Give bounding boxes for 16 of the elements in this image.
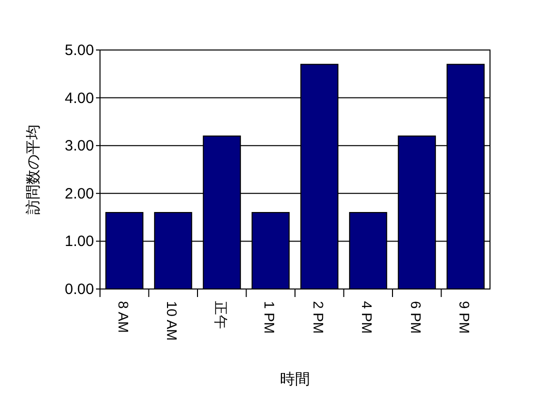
x-axis-title: 時間	[280, 371, 310, 388]
x-tick-label: 10 AM	[164, 301, 180, 341]
x-tick-label: 2 PM	[310, 301, 326, 334]
x-tick-label: 4 PM	[359, 301, 376, 334]
y-tick-label: 0.00	[64, 281, 94, 298]
x-tick-label: 6 PM	[408, 301, 424, 334]
y-tick-label: 5.00	[64, 42, 94, 59]
y-tick-label: 1.00	[64, 233, 94, 250]
y-axis-title: 訪問数の平均	[25, 124, 42, 214]
x-tick-label: 1 PM	[262, 301, 278, 334]
y-tick-label: 2.00	[64, 185, 94, 202]
x-tick-label: 9 PM	[456, 301, 473, 334]
x-tick-label: 8 AM	[115, 301, 132, 333]
y-tick-label: 3.00	[64, 138, 94, 155]
x-tick-label: 正午	[212, 301, 229, 329]
y-tick-label: 4.00	[64, 90, 94, 107]
